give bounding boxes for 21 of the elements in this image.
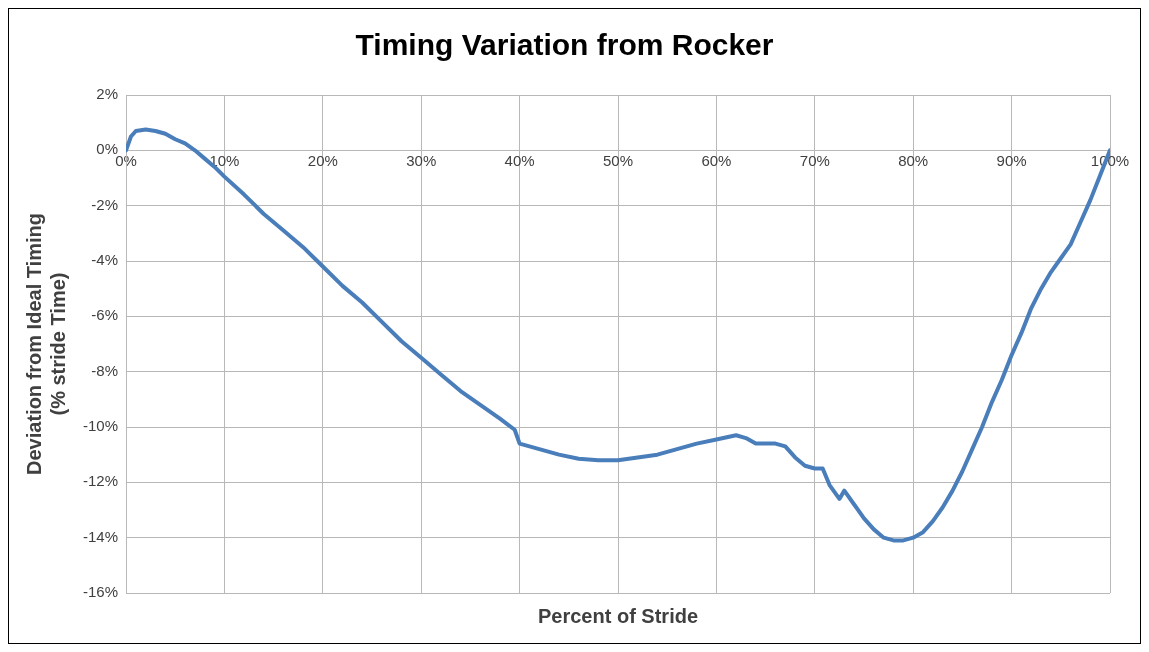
x-tick-label: 10%: [209, 152, 240, 170]
x-tick-label: 50%: [602, 152, 634, 170]
y-tick-label: -10%: [82, 417, 119, 435]
x-tick-label: 30%: [406, 152, 437, 170]
y-tick-label: -16%: [82, 583, 119, 601]
y-tick-label: -12%: [82, 472, 119, 490]
y-tick-label: -6%: [91, 306, 119, 324]
y-tick-label: -2%: [91, 195, 119, 213]
y-tick-label: 2%: [96, 85, 119, 103]
x-tick-label: 20%: [307, 152, 338, 170]
y-tick-label: -4%: [91, 251, 119, 269]
y-tick-label: -8%: [91, 361, 119, 379]
x-tick-label: 40%: [504, 152, 535, 170]
x-tick-label: 90%: [996, 152, 1027, 170]
x-axis-title: Percent of Stride: [537, 604, 699, 627]
y-tick-label: -14%: [82, 527, 119, 545]
x-tick-label: 60%: [701, 152, 732, 170]
y-axis-title: Deviation from Ideal Timing (% stride Time): [22, 213, 69, 475]
x-tick-label: 80%: [898, 152, 929, 170]
x-tick-label: 70%: [799, 152, 830, 170]
chart-title: Timing Variation from Rocker: [355, 28, 774, 62]
